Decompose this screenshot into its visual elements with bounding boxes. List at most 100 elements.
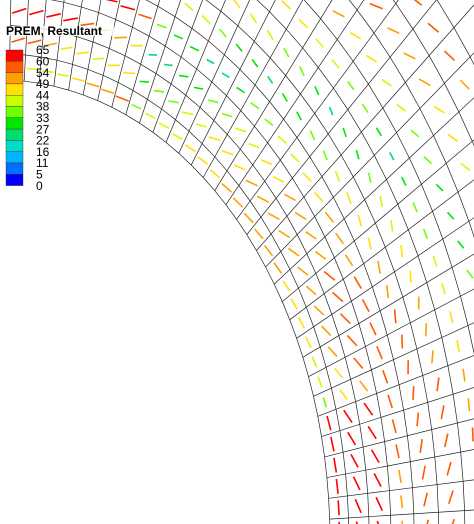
vector (250, 102, 260, 110)
vector (400, 495, 404, 509)
vector (235, 43, 243, 52)
legend-swatch (5, 162, 24, 175)
mesh-arc (10, 25, 370, 524)
legend-label: 49 (36, 77, 50, 91)
vector (381, 78, 392, 87)
mesh-arc (20, 0, 474, 524)
legend-label: 60 (36, 54, 50, 68)
legend-label: 44 (36, 88, 50, 102)
legend-swatch (5, 61, 24, 73)
vector (449, 311, 454, 324)
vector (369, 322, 377, 336)
vector (249, 13, 258, 24)
vector (363, 402, 374, 416)
vector (385, 284, 390, 299)
mesh-radial (302, 253, 474, 358)
vector (287, 247, 300, 257)
vector (443, 433, 449, 448)
vector (347, 431, 357, 446)
vector (367, 172, 372, 183)
mesh-arc (25, 0, 474, 524)
vector (193, 86, 204, 90)
vector (131, 103, 142, 110)
vector (401, 176, 407, 186)
vector (206, 58, 215, 65)
vector (273, 262, 283, 274)
mesh-radial (152, 0, 203, 133)
mesh-radial (326, 449, 474, 478)
vector (221, 113, 233, 118)
vector (412, 202, 418, 213)
vector (46, 13, 61, 18)
legend-label: 33 (36, 111, 50, 125)
legend-label: 38 (36, 100, 50, 114)
vector (281, 0, 292, 10)
mesh-arc (19, 0, 474, 524)
mesh-radial (236, 0, 399, 220)
vector (441, 283, 446, 295)
vector (416, 412, 420, 427)
legend-label: 22 (36, 134, 50, 148)
vector (101, 88, 115, 95)
vector (342, 127, 347, 138)
vector (42, 69, 54, 74)
mesh-arc (26, 0, 474, 524)
vector (26, 67, 39, 71)
vector (435, 183, 444, 192)
vector (353, 357, 364, 369)
vector (337, 500, 340, 516)
mesh-radial (265, 52, 474, 268)
vector (400, 244, 403, 258)
legend-swatch (5, 72, 24, 85)
vector (86, 82, 100, 88)
vector (164, 63, 173, 67)
vector (302, 172, 312, 182)
legend-swatch (5, 94, 24, 107)
mesh-arc (256, 0, 466, 524)
vector (218, 28, 227, 38)
vector (272, 175, 285, 183)
vector (208, 136, 221, 142)
legend-swatch (5, 151, 24, 164)
vector (359, 380, 369, 392)
vector (431, 350, 434, 364)
legend-label: 5 (36, 167, 43, 181)
vector (459, 79, 470, 90)
vector (27, 39, 42, 45)
vector (410, 129, 420, 138)
vector (376, 520, 380, 524)
vector (221, 149, 234, 156)
vector (354, 498, 362, 514)
vector (446, 211, 455, 220)
vector (422, 228, 429, 239)
mesh-radial (202, 0, 304, 178)
legend-label: 0 (36, 179, 43, 193)
legend-title-bg (4, 26, 114, 36)
vector (168, 100, 179, 104)
vector (323, 270, 336, 281)
vector (60, 46, 73, 50)
mesh-radial (328, 479, 474, 499)
vector (153, 89, 165, 93)
vector (278, 229, 290, 239)
vector (365, 54, 378, 63)
vector (361, 298, 370, 313)
vector (120, 5, 136, 11)
vector (233, 164, 246, 171)
vector (29, 9, 44, 16)
vector (44, 42, 58, 47)
vector (324, 211, 335, 223)
vector (11, 37, 26, 43)
mesh-radial (165, 0, 226, 143)
legend-label: 65 (36, 43, 50, 57)
mesh-arc (392, 0, 474, 147)
vector (389, 152, 395, 161)
vector (201, 14, 211, 25)
legend-swatch (5, 106, 24, 119)
vector (298, 317, 306, 329)
vector (393, 309, 397, 324)
legend-label: 11 (36, 156, 49, 170)
vector (195, 123, 207, 128)
vector (263, 245, 274, 257)
